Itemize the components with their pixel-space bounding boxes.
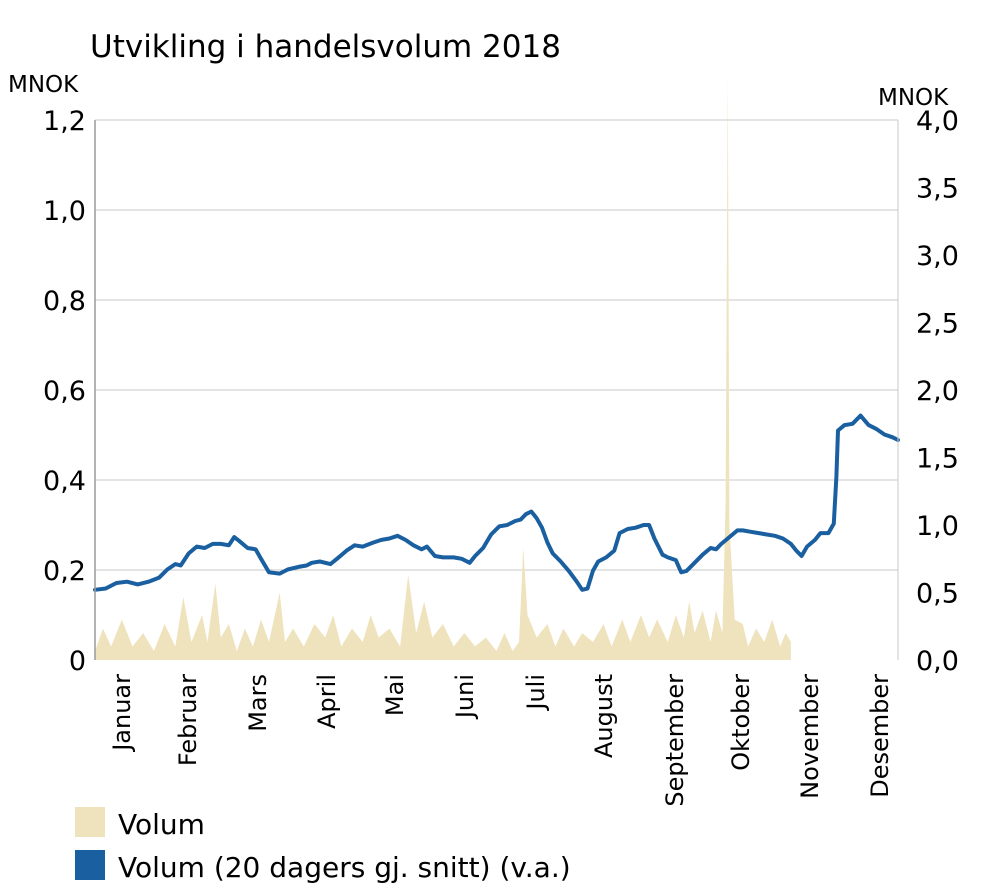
month-label: Mai [381, 674, 409, 716]
month-label: August [590, 674, 618, 758]
right-tick-label: 4,0 [916, 106, 959, 137]
left-tick-label: 0 [69, 646, 86, 677]
gridlines [95, 119, 898, 571]
right-tick-label: 0,5 [916, 579, 959, 610]
legend-label-volum: Volum [118, 808, 205, 841]
left-tick-label: 0,4 [43, 466, 86, 497]
month-label: Januar [108, 674, 136, 753]
left-tick-label: 0,2 [43, 556, 86, 587]
right-axis-unit: MNOK [878, 85, 949, 111]
left-tick-label: 0,6 [43, 376, 86, 407]
month-label: September [661, 674, 689, 807]
month-label: Oktober [727, 674, 755, 771]
month-label: Mars [244, 674, 272, 732]
month-label: April [313, 674, 341, 729]
legend: Volum Volum (20 dagers gj. snitt) (v.a.) [75, 807, 571, 884]
month-label: Desember [866, 674, 894, 798]
volum-avg-line [93, 413, 900, 592]
right-tick-label: 0,0 [916, 646, 959, 677]
legend-swatch-avg [75, 850, 105, 880]
month-label: Februar [174, 674, 202, 766]
legend-swatch-volum [75, 807, 105, 837]
month-label: November [796, 674, 824, 799]
legend-label-avg: Volum (20 dagers gj. snitt) (v.a.) [118, 851, 571, 884]
month-axis-labels: Januar Februar Mars April Mai Juni Juli August S… [108, 674, 894, 807]
right-tick-label: 1,5 [916, 444, 959, 475]
right-tick-label: 2,0 [916, 376, 959, 407]
right-axis-ticks: 0,0 0,5 1,0 1,5 2,0 2,5 3,0 3,5 4,0 [916, 106, 959, 677]
right-tick-label: 1,0 [916, 511, 959, 542]
right-tick-label: 2,5 [916, 309, 959, 340]
right-tick-label: 3,5 [916, 174, 959, 205]
month-label: Juli [522, 674, 550, 712]
volum-avg-line-series [93, 413, 900, 592]
left-axis-unit: MNOK [8, 72, 79, 98]
left-tick-label: 1,0 [43, 196, 86, 227]
left-axis-ticks: 0 0,2 0,4 0,6 0,8 1,0 1,2 [43, 106, 86, 677]
month-label: Juni [451, 674, 479, 720]
chart-title: Utvikling i handelsvolum 2018 [90, 29, 561, 65]
right-tick-label: 3,0 [916, 241, 959, 272]
left-tick-label: 1,2 [43, 106, 86, 137]
left-tick-label: 0,8 [43, 286, 86, 317]
